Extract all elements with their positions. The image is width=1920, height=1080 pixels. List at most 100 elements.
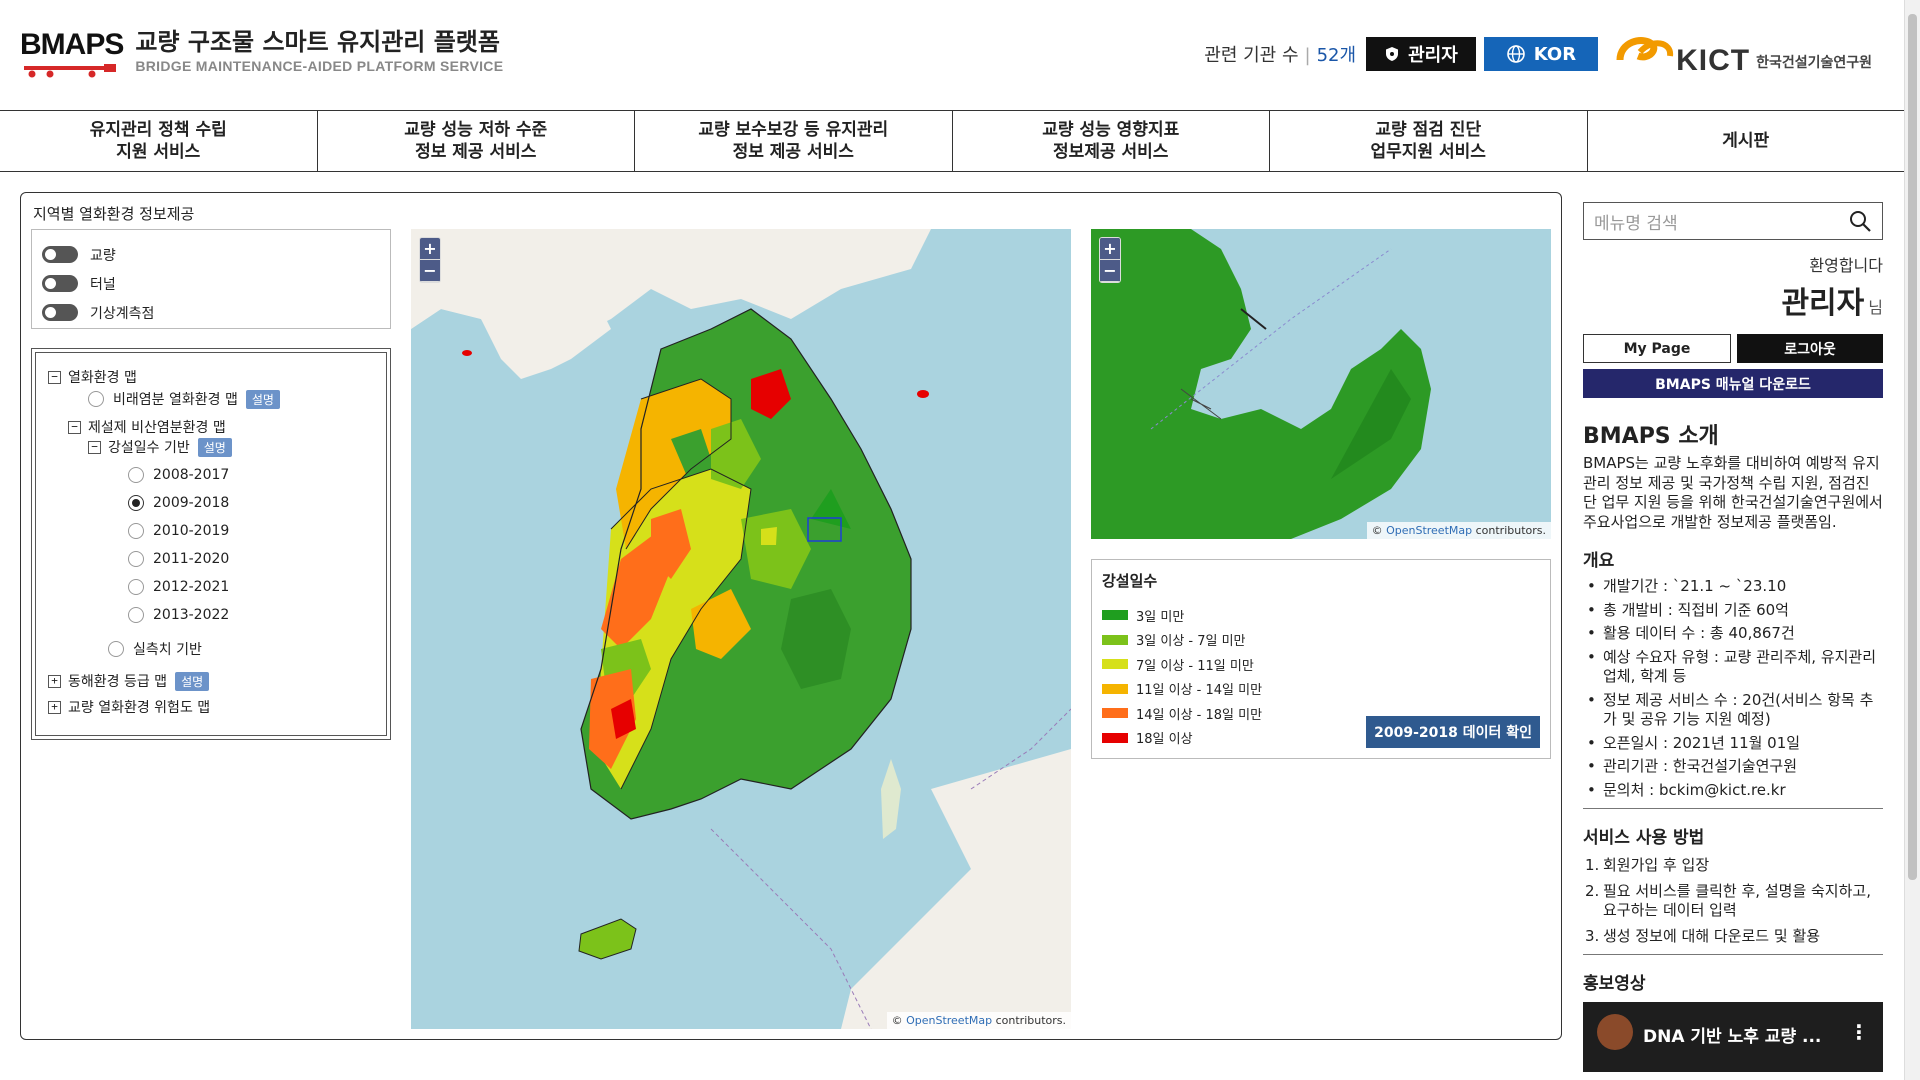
about-text: BMAPS는 교량 노후화를 대비하여 예방적 유지관리 정보 제공 및 국가정… bbox=[1583, 454, 1883, 531]
search-input[interactable]: 메뉴명 검색 bbox=[1594, 213, 1678, 234]
tree-node-label: 교량 열화환경 위험도 맵 bbox=[68, 700, 211, 716]
osm-link[interactable]: OpenStreetMap bbox=[1386, 524, 1473, 537]
map-zoom-control: + − bbox=[419, 237, 441, 283]
org-count: 관련 기관 수 | 52개 bbox=[1204, 45, 1357, 66]
legend-swatch bbox=[1102, 659, 1128, 670]
view-data-button[interactable]: 2009-2018 데이터 확인 bbox=[1366, 716, 1540, 748]
info-badge[interactable]: 설명 bbox=[175, 671, 210, 691]
period-radio[interactable] bbox=[128, 607, 144, 623]
logo-mark-text: BMAPS bbox=[20, 28, 124, 61]
period-radio-selected[interactable] bbox=[128, 495, 144, 511]
info-badge[interactable]: 설명 bbox=[197, 437, 232, 457]
weather-station-toggle[interactable] bbox=[42, 304, 78, 321]
airborne-salt-radio[interactable] bbox=[88, 391, 104, 407]
map-attribution: © OpenStreetMap contributors. bbox=[1366, 522, 1551, 539]
menu-search[interactable]: 메뉴명 검색 bbox=[1583, 202, 1883, 240]
nav-board[interactable]: 게시판 bbox=[1722, 131, 1770, 151]
language-button[interactable]: KOR bbox=[1483, 37, 1599, 71]
period-radio[interactable] bbox=[128, 467, 144, 483]
kict-logo[interactable]: KICT 한국건설기술연구원 bbox=[1612, 30, 1872, 78]
legend-label: 14일 이상 - 18일 미만 bbox=[1136, 707, 1263, 723]
collapse-icon[interactable]: − bbox=[68, 420, 81, 434]
tree-node-label: 비래염분 열화환경 맵 bbox=[113, 392, 238, 408]
legend-title: 강설일수 bbox=[1102, 572, 1158, 590]
info-badge[interactable]: 설명 bbox=[245, 389, 280, 409]
map-canvas[interactable] bbox=[411, 229, 1071, 1029]
period-option[interactable]: 2008-2017 bbox=[128, 467, 229, 483]
layer-toggles: 교량 터널 기상계측점 bbox=[31, 229, 391, 329]
tree-node-deterioration-map[interactable]: − 열화환경 맵 bbox=[48, 367, 137, 387]
period-radio[interactable] bbox=[128, 579, 144, 595]
tree-node-freeze[interactable]: + 동해환경 등급 맵 설명 bbox=[48, 671, 210, 691]
period-radio[interactable] bbox=[128, 551, 144, 567]
kict-emblem-icon bbox=[1616, 37, 1674, 61]
admin-button[interactable]: 관리자 bbox=[1366, 37, 1476, 71]
legend-swatch bbox=[1102, 683, 1128, 694]
overview-item: 총 개발비 : 직접비 기준 60억 bbox=[1583, 601, 1883, 621]
legend-label: 11일 이상 - 14일 미만 bbox=[1136, 683, 1263, 699]
tree-node-airborne-salt[interactable]: 비래염분 열화환경 맵 설명 bbox=[88, 389, 280, 409]
period-option[interactable]: 2013-2022 bbox=[128, 607, 229, 623]
tree-node-risk[interactable]: + 교량 열화환경 위험도 맵 bbox=[48, 697, 210, 717]
period-option[interactable]: 2012-2021 bbox=[128, 579, 229, 595]
overview-title: 개요 bbox=[1583, 551, 1615, 571]
nav-policy-support[interactable]: 유지관리 정책 수립 지원 서비스 bbox=[0, 111, 318, 171]
main-nav: 유지관리 정책 수립 지원 서비스 교량 성능 저하 수준 정보 제공 서비스 … bbox=[0, 110, 1904, 172]
period-label: 2010-2019 bbox=[153, 523, 230, 539]
scroll-thumb[interactable] bbox=[1908, 14, 1917, 880]
expand-icon[interactable]: + bbox=[48, 674, 61, 688]
zoom-out-button[interactable]: − bbox=[1100, 260, 1120, 282]
bridge-toggle[interactable] bbox=[42, 246, 78, 263]
tree-node-measured[interactable]: 실측치 기반 bbox=[108, 639, 202, 659]
legend-item: 14일 이상 - 18일 미만 bbox=[1102, 701, 1540, 726]
nav-performance-degradation[interactable]: 교량 성능 저하 수준 정보 제공 서비스 bbox=[318, 111, 635, 171]
legend-item: 3일 이상 - 7일 미만 bbox=[1102, 628, 1540, 653]
more-vert-icon[interactable]: ⋮ bbox=[1849, 1020, 1869, 1044]
legend-item: 7일 이상 - 11일 미만 bbox=[1102, 652, 1540, 677]
expand-icon[interactable]: + bbox=[48, 700, 61, 714]
video-title: DNA 기반 노후 교량 ... bbox=[1643, 1027, 1822, 1047]
page-scrollbar[interactable] bbox=[1904, 0, 1920, 1080]
site-title: 교량 구조물 스마트 유지관리 플랫폼 bbox=[135, 28, 500, 56]
site-logo[interactable]: BMAPS 교량 구조물 스마트 유지관리 플랫폼 BRIDGE MAINTEN… bbox=[20, 28, 503, 78]
search-icon[interactable] bbox=[1848, 209, 1872, 233]
measured-radio[interactable] bbox=[108, 641, 124, 657]
mypage-button[interactable]: My Page bbox=[1583, 334, 1731, 363]
osm-link[interactable]: OpenStreetMap bbox=[906, 1014, 993, 1027]
period-option[interactable]: 2011-2020 bbox=[128, 551, 229, 567]
overview-item: 개발기간 : `21.1 ~ `23.10 bbox=[1583, 577, 1883, 597]
usage-step: 3. 생성 정보에 대해 다운로드 및 활용 bbox=[1585, 926, 1821, 945]
korea-snowdays-map[interactable]: + − © OpenStreetMap contributors. bbox=[411, 229, 1071, 1029]
overview-item: 활용 데이터 수 : 총 40,867건 bbox=[1583, 624, 1883, 644]
detail-map-canvas[interactable] bbox=[1091, 229, 1551, 539]
manual-download-button[interactable]: BMAPS 매뉴얼 다운로드 bbox=[1583, 369, 1883, 398]
promo-video[interactable]: DNA 기반 노후 교량 ... ⋮ bbox=[1583, 1002, 1883, 1072]
overview-item: 오픈일시 : 2021년 11월 01일 bbox=[1583, 734, 1883, 754]
nav-repair-reinforcement[interactable]: 교량 보수보강 등 유지관리 정보 제공 서비스 bbox=[635, 111, 953, 171]
about-title: BMAPS 소개 bbox=[1583, 424, 1719, 449]
period-radio[interactable] bbox=[128, 523, 144, 539]
zoom-in-button[interactable]: + bbox=[1100, 238, 1120, 260]
collapse-icon[interactable]: − bbox=[88, 440, 101, 454]
globe-icon bbox=[1506, 45, 1525, 63]
tree-node-snowdays[interactable]: − 강설일수 기반 설명 bbox=[88, 437, 232, 457]
kict-mark: KICT bbox=[1676, 44, 1751, 77]
detail-map-zoom-control: + − bbox=[1099, 237, 1121, 283]
nav-inspection-support[interactable]: 교량 점검 진단 업무지원 서비스 bbox=[1270, 111, 1588, 171]
toggle-row-weather: 기상계측점 bbox=[42, 298, 380, 327]
layer-tree: − 열화환경 맵 비래염분 열화환경 맵 설명 − 제설제 비산염분환경 맵 −… bbox=[31, 348, 391, 740]
zoom-in-button[interactable]: + bbox=[420, 238, 440, 260]
toggle-row-bridge: 교량 bbox=[42, 240, 380, 269]
period-option[interactable]: 2010-2019 bbox=[128, 523, 229, 539]
period-label: 2011-2020 bbox=[153, 551, 230, 567]
legend-label: 7일 이상 - 11일 미만 bbox=[1136, 658, 1254, 674]
tunnel-toggle[interactable] bbox=[42, 275, 78, 292]
collapse-icon[interactable]: − bbox=[48, 370, 61, 384]
weather-station-toggle-label: 기상계측점 bbox=[90, 305, 155, 322]
zoom-out-button[interactable]: − bbox=[420, 260, 440, 282]
nav-performance-indicators[interactable]: 교량 성능 영향지표 정보제공 서비스 bbox=[953, 111, 1270, 171]
tree-node-deicer[interactable]: − 제설제 비산염분환경 맵 bbox=[68, 417, 226, 437]
detail-map[interactable]: + − © OpenStreetMap contributors. bbox=[1091, 229, 1551, 539]
period-option[interactable]: 2009-2018 bbox=[128, 495, 229, 511]
logout-button[interactable]: 로그아웃 bbox=[1737, 334, 1883, 363]
